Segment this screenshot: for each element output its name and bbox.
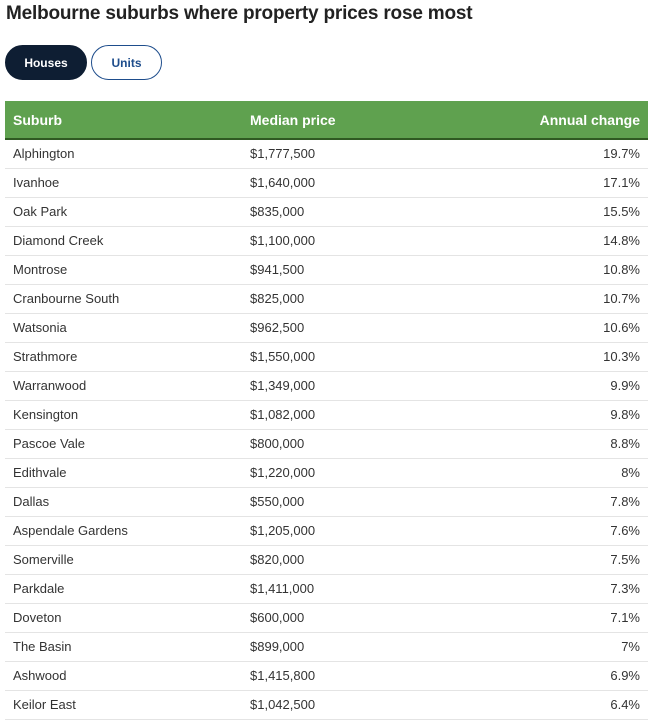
suburb-cell: Pascoe Vale (5, 429, 242, 459)
table-row: Kensington $1,082,000 9.8% (5, 400, 648, 430)
median-price-cell: $1,100,000 (242, 226, 442, 256)
suburb-cell: The Basin (5, 632, 242, 662)
suburb-cell: Kensington (5, 400, 242, 430)
table-row: Parkdale $1,411,000 7.3% (5, 574, 648, 604)
table-body: Alphington $1,777,500 19.7% Ivanhoe $1,640,0… (5, 139, 648, 720)
table-row: Montrose $941,500 10.8% (5, 255, 648, 285)
annual-change-cell: 7.5% (442, 545, 648, 575)
suburb-cell: Strathmore (5, 342, 242, 372)
table-row: Pascoe Vale $800,000 8.8% (5, 429, 648, 459)
table-row: Edithvale $1,220,000 8% (5, 458, 648, 488)
suburb-cell: Montrose (5, 255, 242, 285)
annual-change-cell: 8% (442, 458, 648, 488)
annual-change-cell: 10.3% (442, 342, 648, 372)
table-row: Keilor East $1,042,500 6.4% (5, 690, 648, 720)
tab-units[interactable]: Units (91, 45, 162, 80)
page-title: Melbourne suburbs where property prices … (6, 3, 473, 24)
table-row: Warranwood $1,349,000 9.9% (5, 371, 648, 401)
suburb-cell: Edithvale (5, 458, 242, 488)
column-header-suburb[interactable]: Suburb (5, 101, 242, 140)
median-price-cell: $600,000 (242, 603, 442, 633)
table-row: Dallas $550,000 7.8% (5, 487, 648, 517)
suburb-cell: Aspendale Gardens (5, 516, 242, 546)
annual-change-cell: 9.9% (442, 371, 648, 401)
median-price-cell: $550,000 (242, 487, 442, 517)
annual-change-cell: 19.7% (442, 139, 648, 169)
suburb-cell: Warranwood (5, 371, 242, 401)
suburb-cell: Somerville (5, 545, 242, 575)
annual-change-cell: 7.6% (442, 516, 648, 546)
property-type-tabs: Houses Units (5, 45, 162, 82)
table-row: Diamond Creek $1,100,000 14.8% (5, 226, 648, 256)
annual-change-cell: 10.8% (442, 255, 648, 285)
median-price-cell: $1,550,000 (242, 342, 442, 372)
annual-change-cell: 7% (442, 632, 648, 662)
annual-change-cell: 6.4% (442, 690, 648, 720)
table-row: Doveton $600,000 7.1% (5, 603, 648, 633)
suburb-cell: Keilor East (5, 690, 242, 720)
annual-change-cell: 7.1% (442, 603, 648, 633)
median-price-cell: $1,777,500 (242, 139, 442, 169)
annual-change-cell: 8.8% (442, 429, 648, 459)
column-header-annual-change[interactable]: Annual change (442, 101, 648, 140)
annual-change-cell: 14.8% (442, 226, 648, 256)
annual-change-cell: 15.5% (442, 197, 648, 227)
suburb-cell: Cranbourne South (5, 284, 242, 314)
suburb-cell: Ashwood (5, 661, 242, 691)
median-price-cell: $825,000 (242, 284, 442, 314)
tab-houses[interactable]: Houses (5, 45, 87, 80)
annual-change-cell: 10.6% (442, 313, 648, 343)
column-header-median-price[interactable]: Median price (242, 101, 442, 140)
table-row: Watsonia $962,500 10.6% (5, 313, 648, 343)
table-row: Aspendale Gardens $1,205,000 7.6% (5, 516, 648, 546)
suburb-cell: Oak Park (5, 197, 242, 227)
table-row: The Basin $899,000 7% (5, 632, 648, 662)
suburb-cell: Dallas (5, 487, 242, 517)
annual-change-cell: 10.7% (442, 284, 648, 314)
annual-change-cell: 7.8% (442, 487, 648, 517)
table-row: Ashwood $1,415,800 6.9% (5, 661, 648, 691)
table-row: Somerville $820,000 7.5% (5, 545, 648, 575)
suburb-cell: Ivanhoe (5, 168, 242, 198)
median-price-cell: $1,082,000 (242, 400, 442, 430)
table-row: Strathmore $1,550,000 10.3% (5, 342, 648, 372)
price-rise-table: Suburb Median price Annual change Alphin… (5, 101, 648, 720)
median-price-cell: $1,640,000 (242, 168, 442, 198)
median-price-cell: $1,411,000 (242, 574, 442, 604)
suburb-cell: Parkdale (5, 574, 242, 604)
annual-change-cell: 6.9% (442, 661, 648, 691)
median-price-cell: $1,415,800 (242, 661, 442, 691)
table-row: Oak Park $835,000 15.5% (5, 197, 648, 227)
suburb-cell: Watsonia (5, 313, 242, 343)
suburb-cell: Diamond Creek (5, 226, 242, 256)
median-price-cell: $820,000 (242, 545, 442, 575)
suburb-cell: Alphington (5, 139, 242, 169)
suburb-cell: Doveton (5, 603, 242, 633)
table-header-row: Suburb Median price Annual change (5, 101, 648, 140)
median-price-cell: $835,000 (242, 197, 442, 227)
median-price-cell: $899,000 (242, 632, 442, 662)
median-price-cell: $1,042,500 (242, 690, 442, 720)
annual-change-cell: 17.1% (442, 168, 648, 198)
median-price-cell: $962,500 (242, 313, 442, 343)
table-row: Cranbourne South $825,000 10.7% (5, 284, 648, 314)
median-price-cell: $1,220,000 (242, 458, 442, 488)
annual-change-cell: 9.8% (442, 400, 648, 430)
median-price-cell: $1,205,000 (242, 516, 442, 546)
median-price-cell: $1,349,000 (242, 371, 442, 401)
median-price-cell: $800,000 (242, 429, 442, 459)
annual-change-cell: 7.3% (442, 574, 648, 604)
table-row: Alphington $1,777,500 19.7% (5, 139, 648, 169)
table-row: Ivanhoe $1,640,000 17.1% (5, 168, 648, 198)
table-header: Suburb Median price Annual change (5, 101, 648, 140)
median-price-cell: $941,500 (242, 255, 442, 285)
